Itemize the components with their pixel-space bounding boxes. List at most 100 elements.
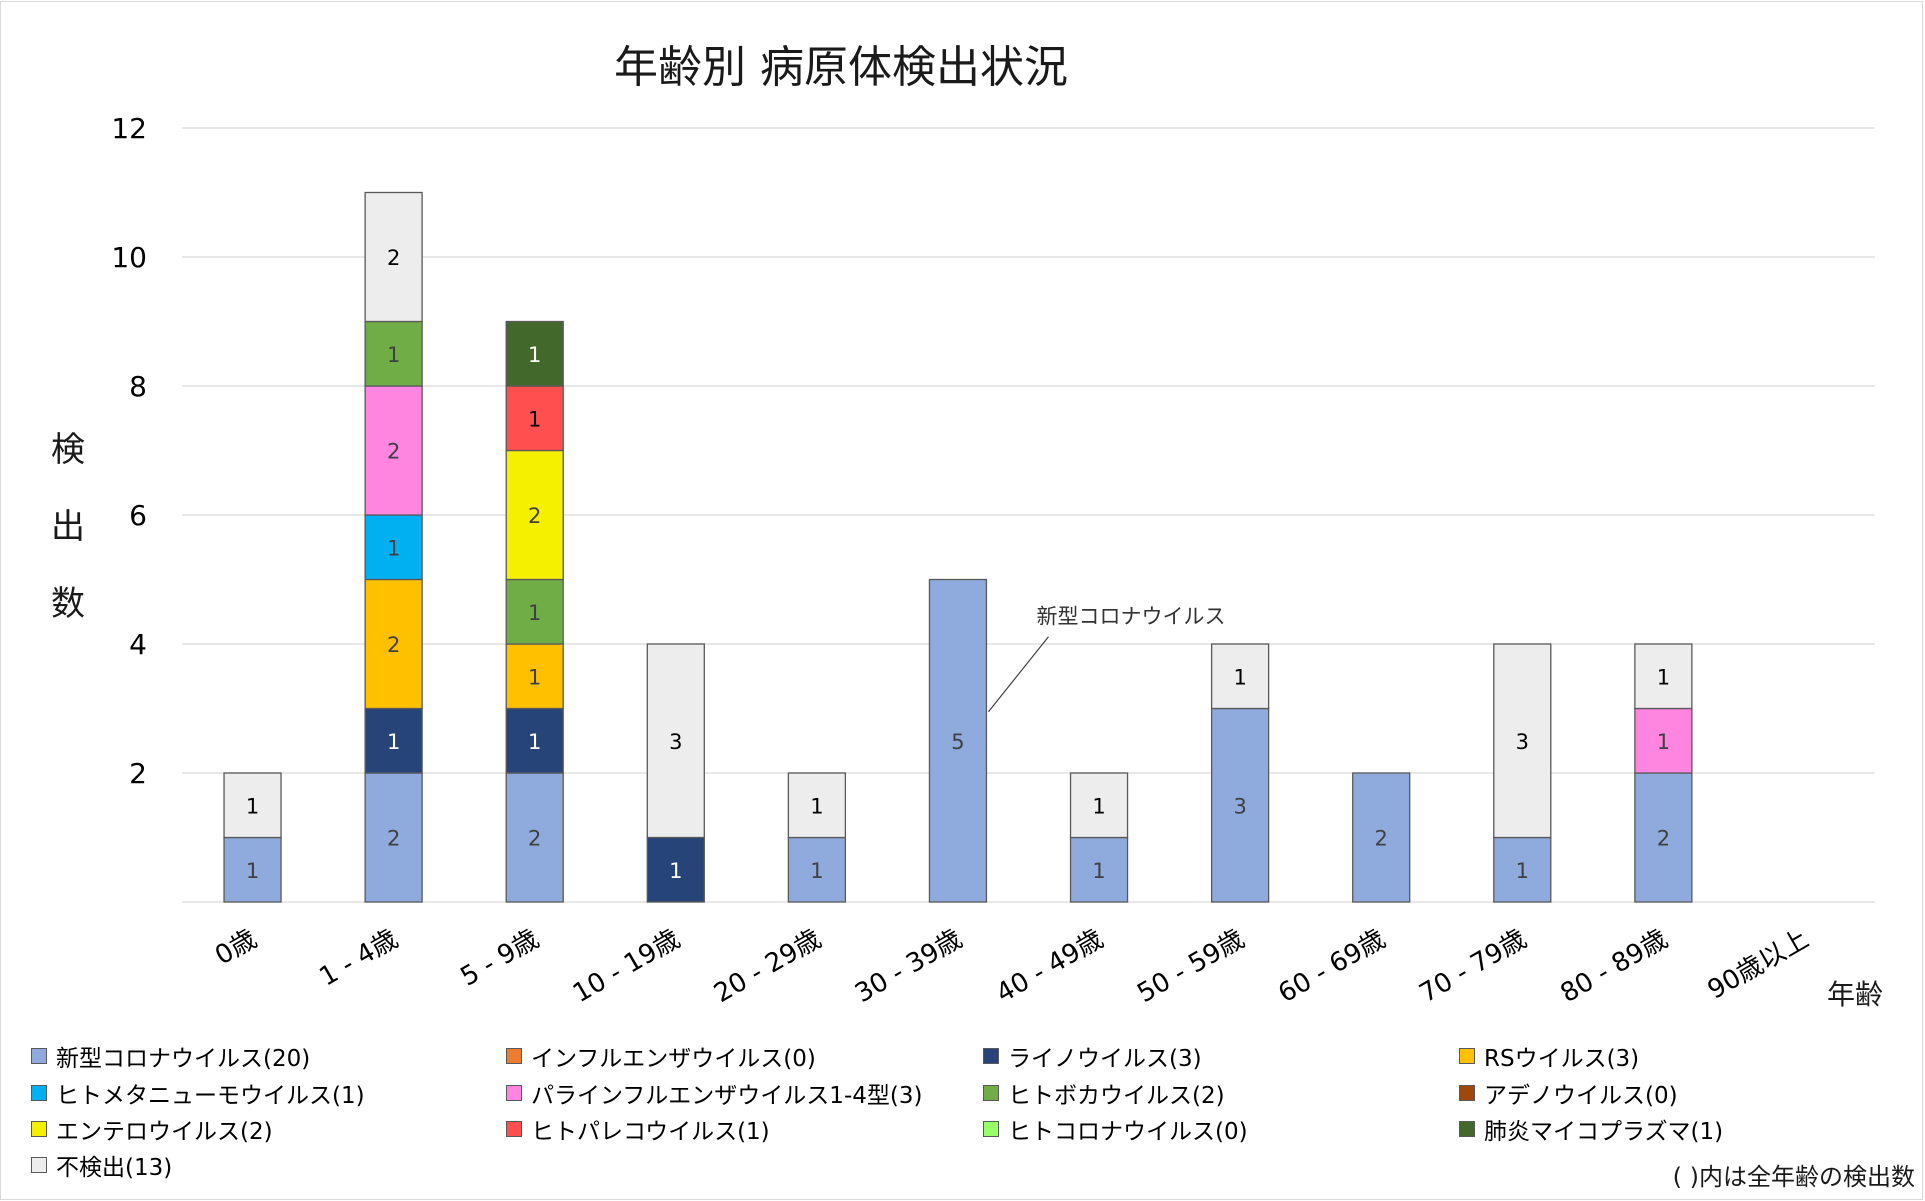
x-axis-ticks: 0歳 1 - 4歳 5 - 9歳 10 - 19歳 20 - 29歳 30 - 39歳 40… [210,924,1814,1009]
bar-stack: 2 [1352,772,1411,903]
legend-item[interactable]: ライノウイルス(3) [983,1041,1202,1072]
bar-segment [1210,707,1270,903]
data-label: 2 [387,827,400,851]
bar-segment [223,836,282,903]
x-tick-label: 70 - 79歳 [1415,924,1532,1009]
annotation-label: 新型コロナウイルス [1036,605,1225,629]
data-label: 3 [1233,794,1246,818]
x-tick-label: 30 - 39歳 [850,924,967,1009]
data-label: 3 [1516,730,1529,754]
bar-stack: 11 [1069,772,1129,903]
data-label: 2 [387,440,400,464]
legend-item[interactable]: 新型コロナウイルス(20) [31,1041,311,1072]
bar-segment [364,191,423,323]
legend-label: アデノウイルス(0) [1484,1083,1678,1109]
bar-segment [505,385,564,452]
legend-item[interactable]: インフルエンザウイルス(0) [506,1041,816,1072]
bar-stack: 11 [223,772,282,903]
data-label: 1 [1516,859,1529,883]
legend-label: エンテロウイルス(2) [56,1119,273,1145]
legend-item[interactable]: エンテロウイルス(2) [31,1114,273,1145]
legend-swatch [1459,1121,1475,1137]
bar-segment [505,772,564,903]
x-tick-label: 1 - 4歳 [315,924,404,992]
legend-swatch [31,1085,47,1101]
x-tick-label: 40 - 49歳 [991,924,1108,1009]
x-tick-label: 5 - 9歳 [456,924,545,992]
bar-segment [364,772,423,903]
legend-item[interactable]: アデノウイルス(0) [1459,1078,1678,1109]
data-label: 1 [1657,730,1670,754]
data-label: 1 [387,536,400,560]
data-label: 2 [387,633,400,657]
x-tick-label: 0歳 [210,924,262,971]
data-label: 2 [1375,827,1388,851]
data-label: 1 [1657,665,1670,689]
legend-label: ヒトパレコウイルス(1) [531,1119,770,1145]
bar-segment [1634,643,1693,710]
x-axis-title: 年齢 [1827,978,1883,1011]
annotations: 新型コロナウイルス [987,605,1225,713]
legend-swatch [983,1085,999,1101]
bar-segment [1352,772,1411,903]
bar-stack: 2 1 1 [1634,643,1693,903]
bar-segment [646,836,705,903]
data-label: 2 [1657,827,1670,851]
legend-label: 肺炎マイコプラズマ(1) [1484,1119,1724,1145]
bar-segment [505,320,564,387]
footnote: ( )内は全年齢の検出数 [1672,1163,1915,1191]
data-label: 2 [528,504,541,528]
bar-stack: 2 1 2 1 2 1 2 [364,191,423,903]
annotation-leader-line [987,636,1049,713]
x-tick-label: 10 - 19歳 [568,924,685,1009]
data-label: 1 [528,601,541,625]
bar-segment [505,707,564,774]
x-tick-label: 60 - 69歳 [1273,924,1390,1009]
y-axis-title-char: 出 [51,507,85,547]
legend-label: 新型コロナウイルス(20) [56,1046,311,1072]
legend-swatch [506,1121,522,1137]
bar-segment [1493,643,1552,839]
legend-item[interactable]: RSウイルス(3) [1459,1041,1639,1072]
data-label: 2 [528,827,541,851]
bar-stack: 5 [928,578,988,903]
legend-item[interactable]: 不検出(13) [31,1150,173,1181]
x-tick-label: 20 - 29歳 [709,924,826,1009]
data-label: 1 [528,407,541,431]
legend-label: ヒトボカウイルス(2) [1008,1083,1225,1109]
legend-label: 不検出(13) [56,1155,173,1181]
y-axis-title-char: 検 [51,430,85,470]
bar-segment [364,514,423,581]
chart-title: 年齢別 病原体検出状況 [614,42,1068,93]
bar-segment [646,643,705,839]
data-label: 1 [246,794,259,818]
y-axis-title: 検出数 [51,430,85,624]
legend-label: ヒトコロナウイルス(0) [1008,1119,1248,1145]
bar-segment [787,836,847,903]
y-tick-label: 6 [129,499,147,532]
data-label: 1 [246,859,259,883]
bar-segment [787,772,847,839]
bar-segment [928,578,988,903]
legend-label: ライノウイルス(3) [1008,1046,1202,1072]
data-label: 5 [951,730,964,754]
y-axis-title-char: 数 [51,584,85,624]
legend-item[interactable]: ヒトメタニューモウイルス(1) [31,1078,365,1109]
bar-stack: 13 [646,643,705,903]
legend-swatch [1459,1048,1475,1064]
legend-item[interactable]: 肺炎マイコプラズマ(1) [1459,1114,1724,1145]
bar-segment [1210,643,1270,710]
data-label: 1 [528,665,541,689]
legend-item[interactable]: パラインフルエンザウイルス1-4型(3) [506,1078,922,1109]
legend-item[interactable]: ヒトボカウイルス(2) [983,1078,1225,1109]
data-label: 1 [387,343,400,367]
x-tick-label: 80 - 89歳 [1556,924,1673,1009]
legend-item[interactable]: ヒトパレコウイルス(1) [506,1114,770,1145]
bar-segment [364,707,423,774]
legend-item[interactable]: ヒトコロナウイルス(0) [983,1114,1248,1145]
data-label: 1 [387,730,400,754]
bar-segment [364,578,423,710]
data-label: 1 [669,859,682,883]
